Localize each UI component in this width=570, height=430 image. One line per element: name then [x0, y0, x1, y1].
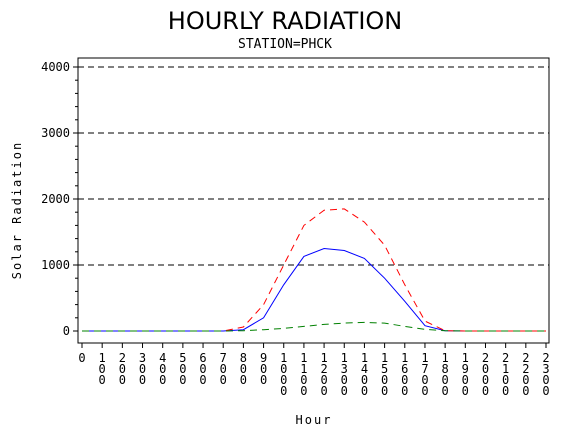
- plot-frame: [77, 57, 550, 344]
- x-tick-label: 0: [78, 351, 85, 365]
- y-tick-label: 0: [63, 324, 70, 338]
- series-line-3: [82, 321, 546, 332]
- y-axis-label: Solar Radiation: [10, 141, 24, 279]
- y-tick-label: 4000: [41, 60, 70, 74]
- chart-subtitle: STATION=PHCK: [238, 37, 332, 52]
- x-axis-label: Hour: [296, 413, 333, 427]
- chart-title: HOURLY RADIATION: [168, 7, 402, 35]
- grid-lines: [78, 66, 549, 266]
- y-tick-label: 3000: [41, 126, 70, 140]
- x-tick-labels: 0 1 0 0 2 0 0 3 0 0 4 0 0 5 0 0 6 0 0 7 0 0 8 0 0 9 0 0 1 0 0 0 1 1 0 0 1 2 0 0…: [78, 351, 549, 398]
- series-line-1: [82, 247, 546, 332]
- y-tick-label: 2000: [41, 192, 70, 206]
- series-line-2: [82, 208, 546, 332]
- y-tick-labels: 0 1000 2000 3000 4000: [41, 60, 70, 338]
- y-tick-label: 1000: [41, 258, 70, 272]
- axes: [73, 57, 550, 348]
- series-lines: [82, 208, 546, 332]
